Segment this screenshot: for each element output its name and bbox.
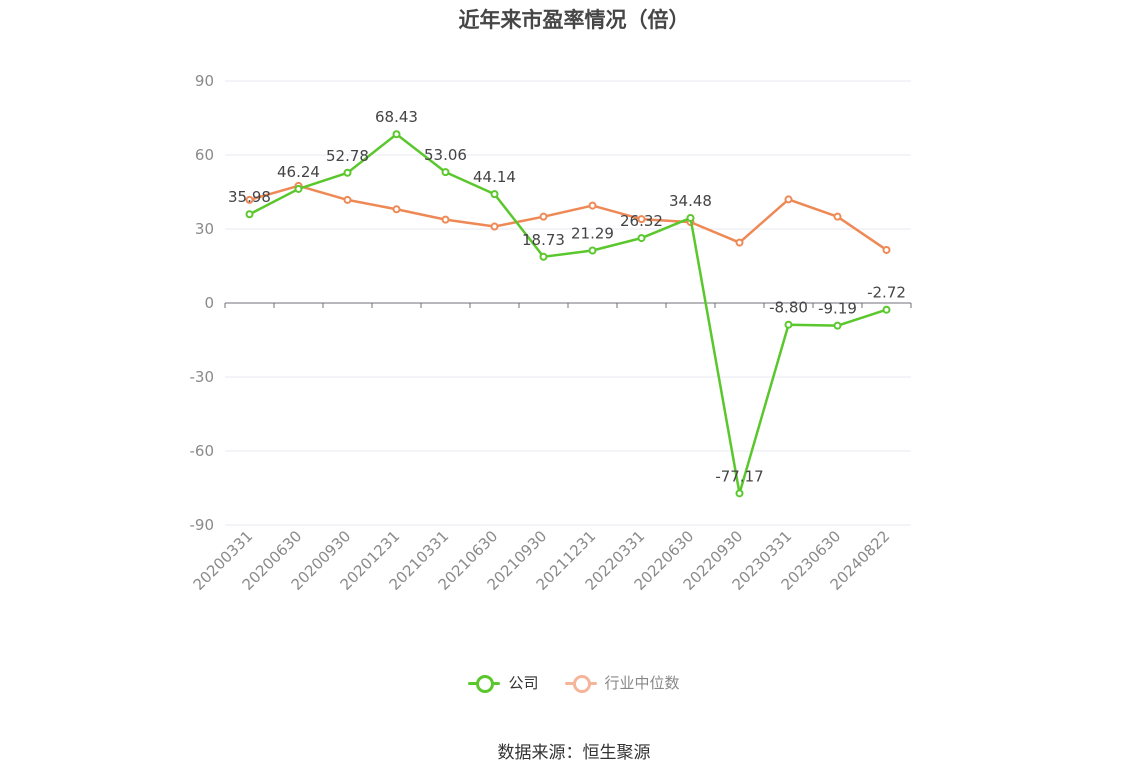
data-point-industry-median [784, 195, 793, 204]
data-label-company: -8.80 [769, 299, 808, 317]
data-point-industry-median [343, 195, 352, 204]
data-point-industry-median [882, 245, 891, 254]
data-source-note: 数据来源：恒生聚源 [497, 743, 651, 763]
data-point-industry-median [441, 215, 450, 224]
chart-legend: 公司 行业中位数 [0, 672, 1148, 693]
data-point-industry-median [392, 205, 401, 214]
data-point-company [833, 321, 842, 330]
y-tick-label: -30 [190, 368, 215, 386]
data-label-company: 34.48 [669, 192, 712, 210]
data-label-company: 68.43 [375, 108, 418, 126]
data-label-company: 21.29 [571, 224, 614, 242]
data-label-company: 18.73 [522, 231, 565, 249]
data-point-company [637, 234, 646, 243]
legend-item-company[interactable]: 公司 [468, 672, 539, 693]
data-label-company: -9.19 [818, 300, 857, 318]
legend-item-industry-median[interactable]: 行业中位数 [564, 672, 680, 693]
data-point-company [343, 168, 352, 177]
data-label-company: 26.32 [620, 212, 663, 230]
legend-label-industry-median: 行业中位数 [604, 674, 680, 692]
data-point-company [245, 210, 254, 219]
y-tick-label: -90 [190, 516, 215, 534]
data-point-company [441, 168, 450, 177]
chart-title: 近年来市盈率情况（倍） [458, 8, 690, 32]
data-label-company: -2.72 [867, 284, 906, 302]
data-point-industry-median [637, 215, 646, 224]
legend-swatch-industry-median [564, 674, 597, 693]
data-point-industry-median [539, 212, 548, 221]
data-point-industry-median [833, 212, 842, 221]
data-point-company [882, 305, 891, 314]
y-tick-label: 30 [195, 220, 214, 238]
legend-swatch-company [468, 674, 501, 693]
data-label-company: -77.17 [715, 467, 763, 485]
y-tick-label: -60 [190, 442, 215, 460]
data-point-industry-median [588, 201, 597, 210]
y-tick-label: 90 [195, 72, 214, 90]
y-tick-label: 60 [195, 146, 214, 164]
data-label-company: 35.98 [228, 188, 271, 206]
series-line-company [248, 132, 887, 495]
data-point-company [392, 130, 401, 139]
data-point-industry-median [735, 238, 744, 247]
data-point-company [588, 246, 597, 255]
data-point-company [735, 489, 744, 498]
legend-label-company: 公司 [508, 674, 539, 692]
data-point-industry-median [490, 222, 499, 231]
data-point-company [294, 184, 303, 193]
data-point-company [490, 190, 499, 199]
data-point-company [539, 252, 548, 261]
data-label-company: 44.14 [473, 168, 516, 186]
series-line-industry-median [249, 184, 888, 252]
y-tick-label: 0 [204, 294, 214, 312]
data-label-company: 46.24 [277, 163, 320, 181]
data-point-industry-median [245, 195, 254, 204]
data-label-company: 53.06 [424, 146, 467, 164]
data-point-company [686, 213, 695, 222]
data-label-company: 52.78 [326, 147, 369, 165]
data-point-company [784, 320, 793, 329]
